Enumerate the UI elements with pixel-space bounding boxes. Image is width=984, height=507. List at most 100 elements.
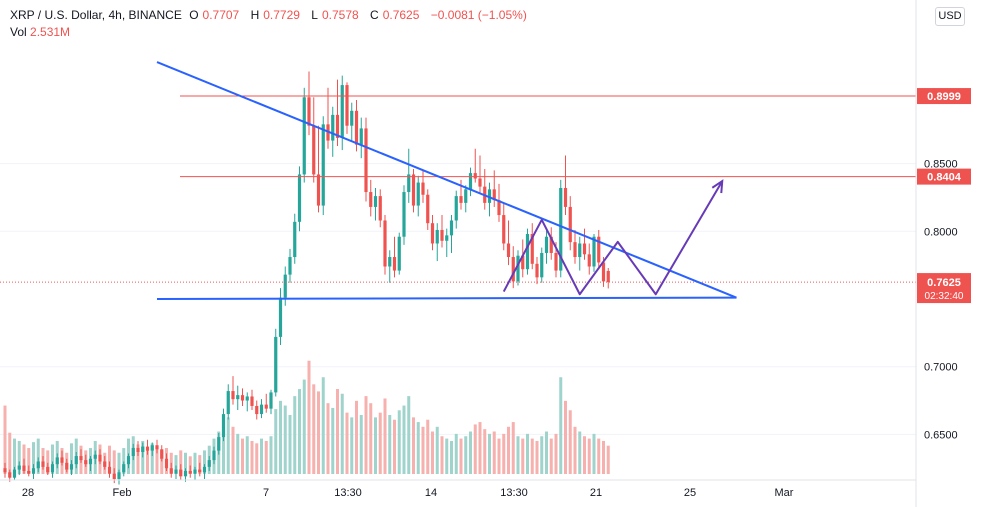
volume-bar xyxy=(355,400,358,474)
candle-body xyxy=(521,255,525,270)
candle-body xyxy=(236,395,240,400)
volume-bar xyxy=(345,412,349,474)
volume-bar xyxy=(374,417,377,474)
volume-bar xyxy=(483,429,487,474)
symbol-title[interactable]: XRP / U.S. Dollar, 4h, BINANCE xyxy=(10,8,182,22)
candle-body xyxy=(345,85,349,126)
candle-body xyxy=(563,187,568,207)
candle-body xyxy=(88,458,93,465)
candle-body xyxy=(269,392,273,409)
volume-bar xyxy=(473,424,477,474)
price-level-marker xyxy=(917,88,971,105)
volume-bar xyxy=(222,424,225,474)
candle-body xyxy=(426,194,430,224)
candle-body xyxy=(160,449,164,459)
candle-body xyxy=(207,460,211,467)
volume-bar xyxy=(502,433,506,474)
volume-bar xyxy=(507,426,510,474)
candle-body xyxy=(65,462,69,470)
candle-body xyxy=(321,124,325,206)
candle-body xyxy=(255,405,259,415)
candle-body xyxy=(573,242,577,258)
volume-bar xyxy=(136,444,140,474)
volume-bar xyxy=(583,436,586,474)
volume-bar xyxy=(359,415,363,474)
candle-body xyxy=(559,187,563,271)
volume-bar xyxy=(497,438,501,474)
price-level-label: 0.8404 xyxy=(927,172,962,184)
volume-bar xyxy=(388,415,392,474)
volume-bar xyxy=(331,407,335,474)
candle-body xyxy=(459,196,463,203)
candle-body xyxy=(378,196,382,221)
volume-bar xyxy=(336,389,339,474)
volume-bar xyxy=(13,438,16,474)
x-tick-label: 28 xyxy=(22,487,34,499)
candle-body xyxy=(3,468,7,473)
candle-body xyxy=(103,461,107,467)
volume-bar xyxy=(416,422,420,474)
candle-body xyxy=(183,470,188,477)
candle-body xyxy=(179,469,183,477)
last-price-label: 0.7625 xyxy=(927,277,961,289)
high-value: 0.7729 xyxy=(263,8,300,22)
candle-body xyxy=(69,464,74,470)
currency-button[interactable]: USD xyxy=(935,7,965,26)
candle-body xyxy=(98,454,102,462)
volume-bar xyxy=(255,443,259,474)
volume-bar xyxy=(412,417,415,474)
x-tick-label: 7 xyxy=(263,487,269,499)
volume-bar xyxy=(445,438,449,474)
candle-body xyxy=(12,469,17,478)
candle-body xyxy=(226,391,230,415)
candle-body xyxy=(549,236,553,253)
candle-body xyxy=(597,236,601,263)
candle-body xyxy=(288,257,292,275)
volume-bar xyxy=(269,436,273,474)
volume-bar xyxy=(573,426,577,474)
low-value: 0.7578 xyxy=(321,8,359,22)
candle-body xyxy=(240,395,245,401)
volume-bar xyxy=(231,426,235,474)
candle-body xyxy=(316,174,321,206)
last-price-marker xyxy=(917,273,971,304)
candle-body xyxy=(302,97,306,175)
candle-body xyxy=(278,297,283,337)
volume-bar xyxy=(554,433,558,474)
volume-bar xyxy=(226,417,230,474)
high-label: H xyxy=(250,8,260,22)
projection-arrowhead xyxy=(711,179,724,194)
price-level-marker xyxy=(917,168,971,185)
volume-bar xyxy=(435,426,439,474)
candle-body xyxy=(245,396,249,401)
candle-body xyxy=(155,445,159,450)
candle-body xyxy=(202,466,207,473)
volume-bar xyxy=(568,410,572,474)
candle-body xyxy=(250,396,254,406)
volume-bar xyxy=(312,384,316,474)
volume-bar xyxy=(3,405,7,474)
volume-bar xyxy=(421,426,425,474)
volume-bar xyxy=(535,440,539,474)
candle-body xyxy=(554,252,558,271)
volume-bar xyxy=(530,438,534,474)
candle-body xyxy=(79,456,83,461)
candle-body xyxy=(188,470,192,474)
countdown-label: 02:32:40 xyxy=(925,291,964,302)
volume-bar xyxy=(279,400,282,474)
volume-bar xyxy=(526,433,529,474)
candle-body xyxy=(592,236,596,267)
candle-body xyxy=(525,234,530,270)
volume-bar xyxy=(150,443,154,474)
candle-body xyxy=(506,243,511,258)
candle-body xyxy=(411,174,416,206)
volume-bar xyxy=(426,419,430,474)
candle-body xyxy=(259,404,264,415)
open-value: 0.7707 xyxy=(202,8,240,22)
candle-body xyxy=(568,206,572,243)
volume-bar xyxy=(283,405,287,474)
candle-body xyxy=(440,229,444,241)
candle-body xyxy=(468,173,473,190)
